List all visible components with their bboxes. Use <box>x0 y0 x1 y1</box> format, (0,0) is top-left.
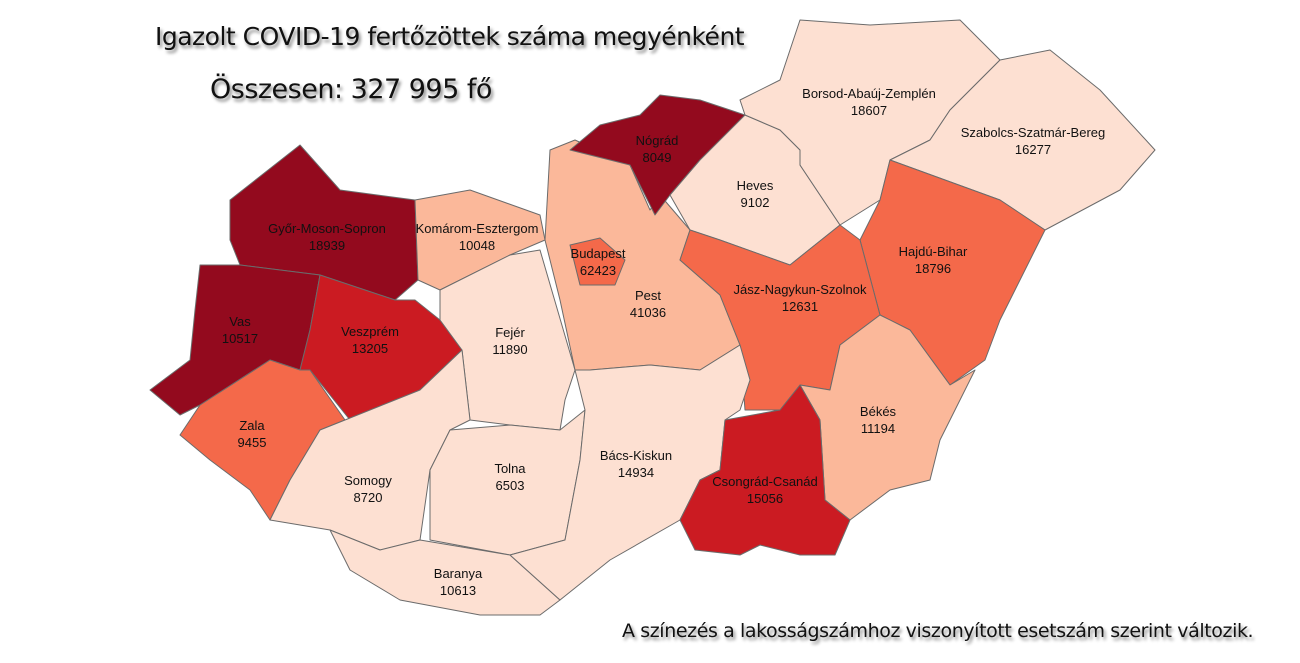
county-name-label: Somogy <box>344 473 392 488</box>
county-csongrad-csanad <box>679 384 851 556</box>
county-value-label: 8049 <box>643 150 672 165</box>
county-gyor-moson-sopron <box>229 144 419 301</box>
county-value-label: 18939 <box>309 238 345 253</box>
county-komarom-esztergom <box>414 189 546 291</box>
county-value-label: 11194 <box>861 421 895 436</box>
county-name-label: Nógrád <box>636 133 679 148</box>
county-value-label: 41036 <box>630 305 666 320</box>
county-name-label: Heves <box>737 178 774 193</box>
county-name-label: Baranya <box>434 566 483 581</box>
county-value-label: 12631 <box>782 299 818 314</box>
county-name-label: Győr-Moson-Sopron <box>268 221 386 236</box>
county-value-label: 9455 <box>238 435 267 450</box>
county-name-label: Tolna <box>494 461 526 476</box>
county-value-label: 8720 <box>354 490 383 505</box>
county-name-label: Bács-Kiskun <box>600 448 672 463</box>
county-value-label: 11890 <box>492 342 527 357</box>
county-name-label: Pest <box>635 288 661 303</box>
county-name-label: Budapest <box>571 246 626 261</box>
county-name-label: Csongrád-Csanád <box>712 474 818 489</box>
county-name-label: Békés <box>860 404 897 419</box>
county-name-label: Komárom-Esztergom <box>416 221 539 236</box>
county-budapest <box>569 237 626 286</box>
coloring-note: A színezés a lakosságszámhoz viszonyítot… <box>622 620 1254 642</box>
county-baranya <box>329 529 561 616</box>
county-name-label: Borsod-Abaúj-Zemplén <box>802 86 936 101</box>
county-name-label: Fejér <box>495 325 525 340</box>
county-value-label: 62423 <box>580 263 616 278</box>
county-value-label: 9102 <box>741 195 770 210</box>
county-szabolcs-szatmar-bereg <box>889 49 1156 231</box>
county-value-label: 13205 <box>352 341 388 356</box>
county-value-label: 6503 <box>496 478 525 493</box>
map-title: Igazolt COVID-19 fertőzöttek száma megyé… <box>155 22 745 51</box>
county-name-label: Veszprém <box>341 324 399 339</box>
county-value-label: 15056 <box>747 491 783 506</box>
total-count: Összesen: 327 995 fő <box>210 74 492 105</box>
county-name-label: Vas <box>229 314 251 329</box>
county-value-label: 18607 <box>851 103 887 118</box>
county-value-label: 16277 <box>1015 142 1051 157</box>
county-value-label: 10517 <box>222 331 258 346</box>
county-value-label: 14934 <box>618 465 654 480</box>
county-value-label: 18796 <box>915 261 951 276</box>
county-name-label: Zala <box>239 418 265 433</box>
county-name-label: Hajdú-Bihar <box>899 244 968 259</box>
county-name-label: Szabolcs-Szatmár-Bereg <box>961 125 1106 140</box>
county-value-label: 10048 <box>459 238 495 253</box>
county-value-label: 10613 <box>440 583 476 598</box>
county-name-label: Jász-Nagykun-Szolnok <box>734 282 867 297</box>
